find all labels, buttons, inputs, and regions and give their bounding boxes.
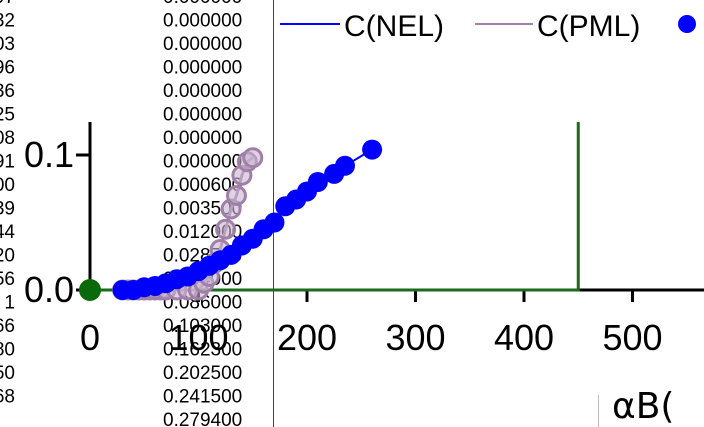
row-stub: 20 [0,246,15,267]
data-table-panel: 973203963625089100394420561668050680.000… [0,0,242,427]
legend-label-nel: C(NEL) [344,10,444,43]
x-tick-label: 200 [277,317,337,358]
row-value: 0.103000 [163,316,242,337]
row-stub: 00 [0,175,15,196]
reference-point [79,279,101,301]
row-stub: 32 [0,11,15,32]
y-tick-label: 0.0 [24,269,74,310]
row-value: 0.241500 [163,387,242,408]
reference-line [90,122,580,292]
point-nel [264,212,285,233]
row-stub: 68 [0,387,15,408]
row-value: 0.000600 [163,175,242,196]
row-value: 0.000000 [163,128,242,149]
row-value: 0.000000 [163,81,242,102]
point-nel [307,172,328,192]
row-stub: 56 [0,269,15,290]
x-tick-label: 0 [80,317,100,358]
row-stub: 03 [0,34,15,55]
legend: C(NEL) C(PML) [280,10,696,43]
legend-label-pml: C(PML) [537,10,640,43]
row-stub: 08 [0,128,15,149]
row-stub: 91 [0,152,15,173]
row-stub: 96 [0,58,15,79]
row-stub: 25 [0,105,15,126]
x-tick-label: 400 [494,317,554,358]
x-axis-label: αB( [612,386,674,427]
row-value: 0.000000 [163,105,242,126]
row-value: 0.000000 [163,34,242,55]
row-value: 0.202500 [163,363,242,384]
point-pml [242,147,264,169]
row-stub: 50 [0,363,15,384]
row-value: 0.000000 [163,58,242,79]
axes: 010020030040050060.00.1 [24,122,704,358]
row-stub: 66 [0,316,15,337]
row-value: 0.000000 [163,11,242,32]
y-tick-label: 0.1 [24,134,74,175]
point-nel [362,139,383,160]
row-stub: 44 [0,222,15,243]
legend-marker [678,15,696,33]
row-value: 0.000000 [163,0,242,8]
row-stub: 80 [0,340,15,361]
point-nel [334,155,355,176]
point-pml [225,185,247,206]
row-stub: 1 [4,293,15,314]
point-pml [215,218,237,240]
x-tick-label: 100 [168,317,228,358]
row-stub: 39 [0,199,15,220]
row-value: 0.000000 [163,152,242,173]
x-tick-label: 300 [385,317,445,358]
row-value: 0.162300 [163,340,242,361]
series-layer [79,122,580,301]
row-value: 0.279400 [163,410,242,427]
x-tick-label: 500 [602,317,662,358]
row-stub: 97 [0,0,15,8]
row-stub: 36 [0,81,15,102]
